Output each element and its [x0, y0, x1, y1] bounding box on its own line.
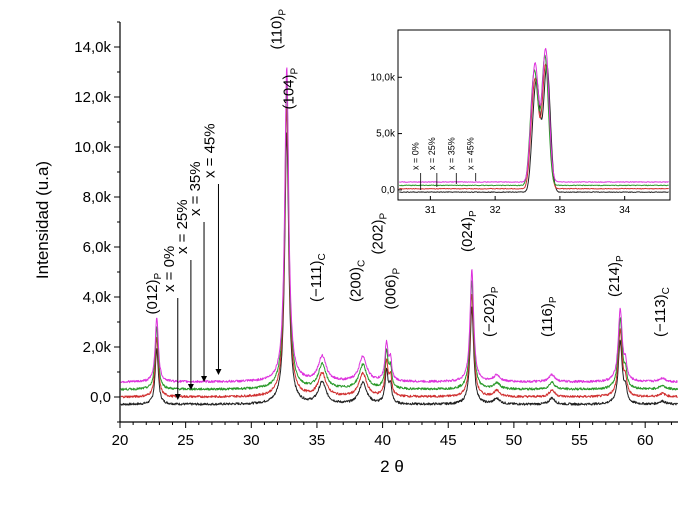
peak-label: (−111)C	[308, 253, 328, 302]
peak-label-phase: P	[468, 210, 479, 217]
peak-label-miller: (024)	[459, 217, 476, 252]
peak-label-miller: (104)	[280, 74, 297, 109]
peak-label: (024)P	[459, 210, 479, 252]
inset-frame	[397, 29, 671, 201]
x-tick-label: 55	[571, 432, 588, 449]
composition-arrow-head	[187, 384, 194, 390]
peak-label: (116)P	[539, 296, 559, 337]
composition-label: x = 35%	[187, 161, 204, 216]
peak-label-miller: (110)	[268, 16, 285, 50]
y-tick-label: 12,0k	[74, 89, 111, 106]
peak-label: (−113)C	[652, 287, 672, 337]
peak-label-phase: C	[317, 253, 328, 260]
peak-label-phase: P	[289, 67, 300, 74]
peak-label: (202)P	[370, 212, 390, 254]
peak-label-phase: P	[615, 255, 626, 262]
y-axis-title: Intensidad (u.a)	[33, 161, 52, 279]
peak-label: (−202)P	[481, 286, 501, 337]
inset-x-tick-label: 32	[490, 205, 502, 216]
peak-label-miller: (−113)	[652, 294, 669, 337]
peak-label: (110)P	[268, 9, 288, 50]
inset-composition-label: x = 25%	[427, 137, 437, 170]
inset-x-tick-label: 34	[619, 205, 631, 216]
series-line-1	[120, 106, 678, 399]
y-tick-label: 0,0	[90, 389, 111, 406]
peak-label-miller: (200)	[347, 267, 364, 302]
x-tick-label: 35	[309, 432, 326, 449]
peak-label-miller: (202)	[370, 219, 387, 254]
inset-plot: 31 32 33 34 0,0 5,0k 10,0k x = 0% x = 25% x = 35…	[371, 29, 671, 216]
peak-label-phase: P	[277, 9, 288, 16]
peak-label-miller: (−111)	[308, 260, 325, 302]
y-tick-label: 14,0k	[74, 39, 111, 56]
x-axis-title: 2 θ	[380, 457, 404, 476]
peak-label-miller: (214)	[606, 262, 623, 297]
inset-series-line-1	[399, 63, 669, 190]
peak-label: (200)C	[347, 260, 367, 302]
y-tick-label: 6,0k	[83, 239, 112, 256]
composition-arrow-head	[174, 394, 181, 400]
inset-x-tick-label: 33	[554, 205, 566, 216]
peak-label-phase: P	[490, 286, 501, 293]
inset-series-line-3	[399, 47, 669, 183]
composition-label: x = 25%	[174, 199, 191, 254]
composition-label: x = 45%	[201, 123, 218, 178]
peak-label-phase: P	[548, 296, 559, 303]
inset-y-tick-label: 10,0k	[371, 72, 396, 83]
inset-y-tick-label: 0,0	[381, 185, 395, 196]
peak-label-phase: P	[153, 272, 164, 279]
peak-label-miller: (−202)	[481, 293, 498, 337]
x-tick-label: 50	[506, 432, 523, 449]
peak-label-miller: (012)	[144, 279, 161, 314]
peak-label-phase: C	[356, 260, 367, 267]
peak-label: (006)P	[383, 267, 403, 309]
peak-label-miller: (006)	[383, 274, 400, 309]
x-tick-label: 20	[112, 432, 129, 449]
inset-y-tick-label: 5,0k	[376, 129, 396, 140]
peak-label-phase: P	[379, 212, 390, 219]
x-tick-label: 60	[637, 432, 654, 449]
x-tick-label: 40	[374, 432, 391, 449]
y-tick-label: 8,0k	[83, 189, 112, 206]
x-tick-label: 25	[177, 432, 194, 449]
peak-label-miller: (116)	[539, 303, 556, 337]
inset-series-line-0	[399, 64, 669, 193]
peak-label: (012)P	[144, 272, 164, 314]
inset-composition-label: x = 35%	[446, 137, 456, 170]
inset-composition-label: x = 0%	[411, 142, 421, 170]
x-tick-label: 45	[440, 432, 457, 449]
peak-label-phase: P	[392, 267, 403, 274]
x-tick-label: 30	[243, 432, 260, 449]
composition-arrow-head	[201, 376, 208, 382]
peak-label: (214)P	[606, 255, 626, 297]
series-line-3	[120, 67, 678, 384]
y-tick-label: 4,0k	[83, 289, 112, 306]
peak-label-phase: C	[661, 287, 672, 294]
inset-composition-label: x = 45%	[466, 137, 476, 170]
series-line-0	[120, 132, 679, 406]
y-tick-label: 2,0k	[83, 339, 112, 356]
composition-arrow-head	[215, 369, 222, 375]
peak-label: (104)P	[280, 67, 300, 109]
inset-x-tick-label: 31	[425, 205, 437, 216]
y-tick-label: 10,0k	[74, 139, 111, 156]
composition-label: x = 0%	[161, 246, 178, 292]
series-line-2	[120, 83, 679, 391]
